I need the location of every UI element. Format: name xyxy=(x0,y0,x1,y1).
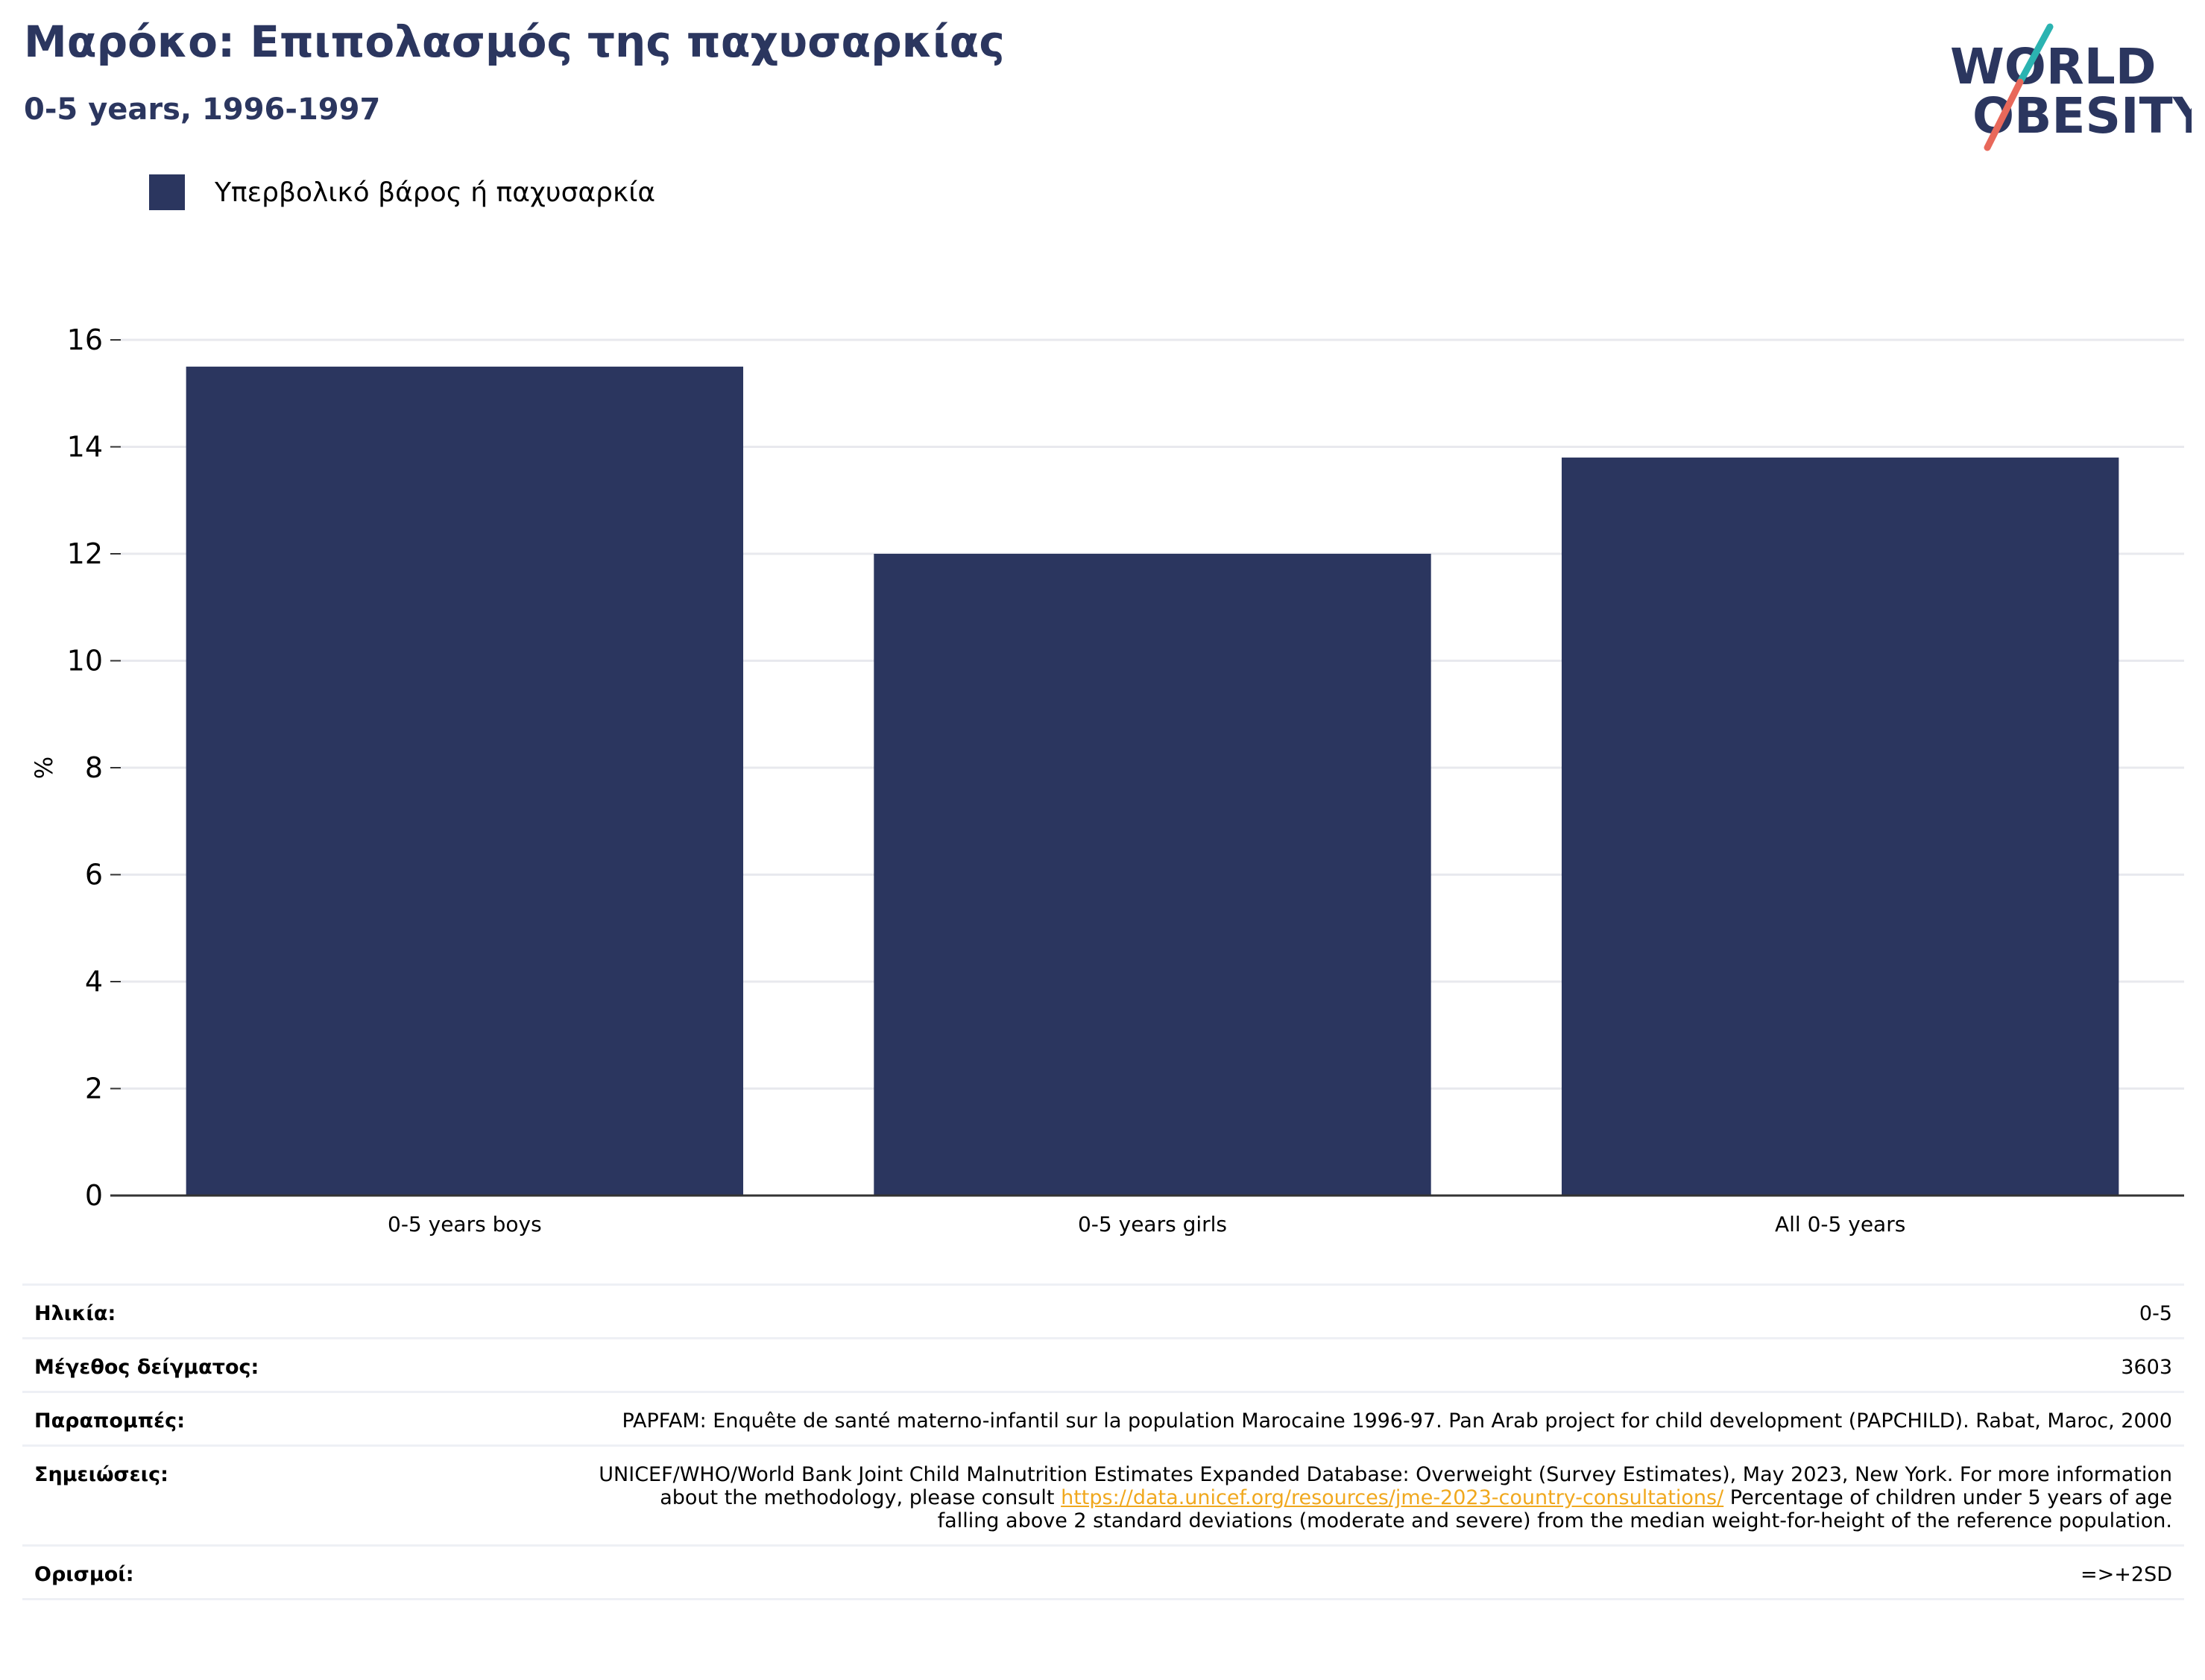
info-row-definitions: Ορισμοί: =>+2SD xyxy=(22,1544,2184,1600)
references-key: Παραπομπές: xyxy=(34,1409,185,1433)
sample-value: 3603 xyxy=(2121,1356,2172,1379)
world-obesity-logo: WORLD OBESITY xyxy=(1950,23,2192,151)
methodology-link[interactable]: https://data.unicef.org/resources/jme-20… xyxy=(1061,1486,1724,1509)
info-row-notes: Σημειώσεις: UNICEF/WHO/World Bank Joint … xyxy=(22,1444,2184,1544)
info-table: Ηλικία: 0-5 Μέγεθος δείγματος: 3603 Παρα… xyxy=(22,1283,2184,1600)
logo-slash-top xyxy=(2016,23,2054,86)
y-tick-label: 14 xyxy=(67,431,103,464)
legend-swatch xyxy=(149,174,185,210)
sample-key: Μέγεθος δείγματος: xyxy=(34,1356,259,1379)
legend-label: Υπερβολικό βάρος ή παχυσαρκία xyxy=(215,177,656,208)
y-tick-label: 6 xyxy=(85,859,103,891)
y-axis-ticks: 0 2 4 6 8 10 12 14 16 xyxy=(67,323,121,1212)
y-tick-label: 2 xyxy=(85,1073,103,1105)
age-value: 0-5 xyxy=(2139,1302,2172,1325)
logo-slash-bottom xyxy=(1984,78,2024,151)
logo-line2: OBESITY xyxy=(1972,87,2192,145)
age-key: Ηλικία: xyxy=(34,1302,116,1325)
y-tick-label: 4 xyxy=(85,965,103,998)
info-row-references: Παραπομπές: PAPFAM: Enquête de santé mat… xyxy=(22,1391,2184,1444)
definitions-key: Ορισμοί: xyxy=(34,1563,134,1586)
bars xyxy=(186,366,2119,1196)
y-tick-label: 16 xyxy=(67,323,103,356)
y-axis-label: % xyxy=(30,757,58,779)
x-tick-label: All 0-5 years xyxy=(1775,1212,1905,1237)
notes-text-after: Percentage of children under 5 years of … xyxy=(937,1486,2172,1532)
y-tick-label: 8 xyxy=(85,751,103,784)
chart-subtitle: 0-5 years, 1996-1997 xyxy=(24,92,381,127)
x-tick-label: 0-5 years girls xyxy=(1078,1212,1227,1237)
bar-chart: 0 2 4 6 8 10 12 14 16 0-5 years boys 0-5 years gi… xyxy=(30,323,2184,1237)
x-axis-ticks: 0-5 years boys 0-5 years girls All 0-5 yea… xyxy=(388,1212,1905,1237)
notes-value: UNICEF/WHO/World Bank Joint Child Malnut… xyxy=(592,1463,2172,1532)
x-tick-label: 0-5 years boys xyxy=(388,1212,542,1237)
info-row-age: Ηλικία: 0-5 xyxy=(22,1283,2184,1337)
definitions-value: =>+2SD xyxy=(2081,1563,2172,1586)
legend: Υπερβολικό βάρος ή παχυσαρκία xyxy=(149,173,655,212)
notes-key: Σημειώσεις: xyxy=(34,1463,168,1486)
y-tick-label: 10 xyxy=(67,645,103,678)
logo-line1: WORLD xyxy=(1950,38,2157,95)
bar xyxy=(186,366,744,1196)
references-value: PAPFAM: Enquête de santé materno-infanti… xyxy=(622,1409,2173,1433)
notes-text-before: UNICEF/WHO/World Bank Joint Child Malnut… xyxy=(599,1463,2172,1509)
info-row-sample: Μέγεθος δείγματος: 3603 xyxy=(22,1337,2184,1391)
bar xyxy=(1561,457,2119,1196)
y-tick-label: 0 xyxy=(85,1179,103,1212)
y-tick-label: 12 xyxy=(67,537,103,570)
bar xyxy=(874,554,1431,1196)
chart-title: Μαρόκο: Επιπολασμός της παχυσαρκίας xyxy=(24,16,1005,67)
